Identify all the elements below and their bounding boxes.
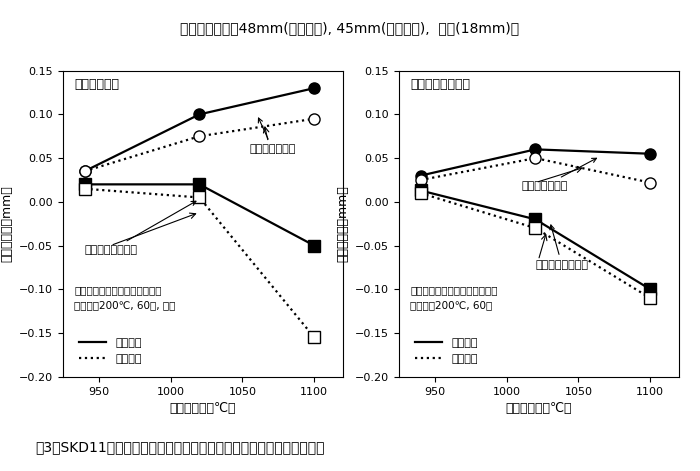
Text: 》試験片尺法：48mm(鍛伸方向), 45mm(直角方向),  厚さ(18mm)》: 》試験片尺法：48mm(鍛伸方向), 45mm(直角方向), 厚さ(18mm)》	[181, 21, 519, 35]
Y-axis label: 寸法変化量（mm）: 寸法変化量（mm）	[337, 186, 349, 262]
Y-axis label: 寸法変化量（mm）: 寸法変化量（mm）	[1, 186, 13, 262]
Text: サブゼロ無処理品: サブゼロ無処理品	[85, 201, 196, 255]
Text: サブゼロ処理品: サブゼロ処理品	[250, 118, 296, 154]
Text: サブゼロ処理：液体窒素に浸漬
焼戻し：200℃, 60分, 空冷: サブゼロ処理：液体窒素に浸漬 焼戻し：200℃, 60分, 空冷	[74, 285, 176, 310]
Text: サブゼロ処理品: サブゼロ処理品	[521, 158, 596, 191]
Text: ［鍛伸方向］: ［鍛伸方向］	[74, 78, 119, 91]
Text: サブゼロ処理：液体窒素に浸漬
焼戻し：200℃, 60分: サブゼロ処理：液体窒素に浸漬 焼戻し：200℃, 60分	[410, 285, 498, 310]
X-axis label: 焼入れ温度（℃）: 焼入れ温度（℃）	[505, 402, 573, 415]
Legend: 焼戻し前, 焼戻し後: 焼戻し前, 焼戻し後	[410, 334, 482, 368]
Text: ［鍛伸直角方向］: ［鍛伸直角方向］	[410, 78, 470, 91]
X-axis label: 焼入れ温度（℃）: 焼入れ温度（℃）	[169, 402, 237, 415]
Legend: 焼戻し前, 焼戻し後: 焼戻し前, 焼戻し後	[74, 334, 146, 368]
Text: 図3　SKD11の寸法変化に及ぼす焼入れ温度およびサブゼロ処理の影響: 図3 SKD11の寸法変化に及ぼす焼入れ温度およびサブゼロ処理の影響	[35, 440, 325, 455]
Text: サブゼロ無処理品: サブゼロ無処理品	[536, 225, 589, 270]
